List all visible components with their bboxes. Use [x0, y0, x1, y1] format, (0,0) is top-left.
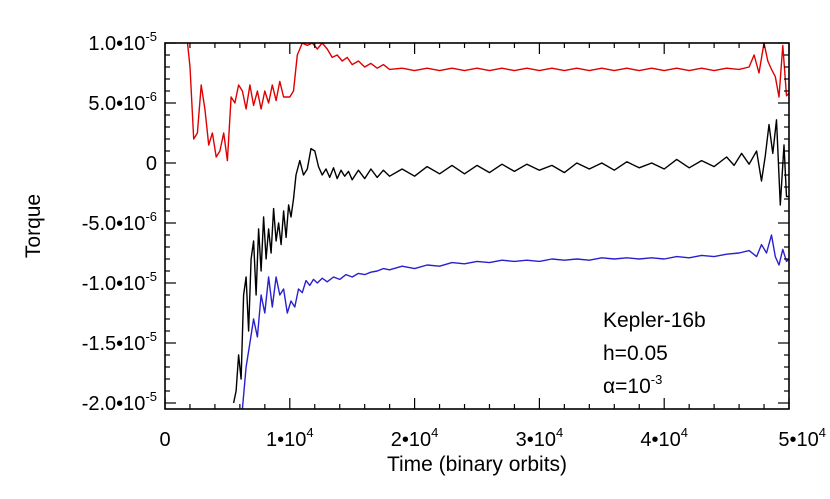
y-tick-label-2: 0 [146, 153, 157, 175]
series-line-1 [186, 43, 789, 162]
series-line-2 [232, 119, 789, 404]
x-tick-label-3: 3•104 [516, 425, 564, 451]
annotation-box: Kepler-16b h=0.05 α=10-3 [603, 309, 706, 398]
series-layer [186, 43, 789, 409]
x-tick-label-4: 4•104 [640, 425, 688, 451]
y-tick-label-4: -1.0•10-5 [82, 269, 157, 295]
y-tick-label-5: -1.5•10-5 [82, 329, 157, 355]
y-tick-label-0: 1.0•10-5 [88, 29, 157, 55]
x-tick-label-0: 0 [159, 429, 170, 451]
y-tick-label-1: 5.0•10-6 [88, 89, 157, 115]
annotation-aspect: h=0.05 [603, 342, 668, 365]
annotation-system: Kepler-16b [603, 309, 706, 332]
plot-frame [164, 42, 790, 410]
x-tick-label-5: 5•104 [778, 425, 826, 451]
y-tick-label-3: -5.0•10-6 [82, 209, 157, 235]
y-axis-label: Torque [22, 194, 45, 258]
series-line-3 [241, 234, 789, 409]
y-tick-label-6: -2.0•10-5 [82, 389, 157, 415]
x-tick-label-2: 2•104 [391, 425, 439, 451]
x-axis-label: Time (binary orbits) [387, 453, 567, 476]
label-layer: 0 1•104 2•104 3•104 4•104 5•104 1.0•10-5 5.0•10… [82, 29, 826, 451]
tick-layer [164, 42, 790, 409]
annotation-viscosity: α=10-3 [603, 372, 662, 398]
x-tick-label-1: 1•104 [266, 425, 314, 451]
